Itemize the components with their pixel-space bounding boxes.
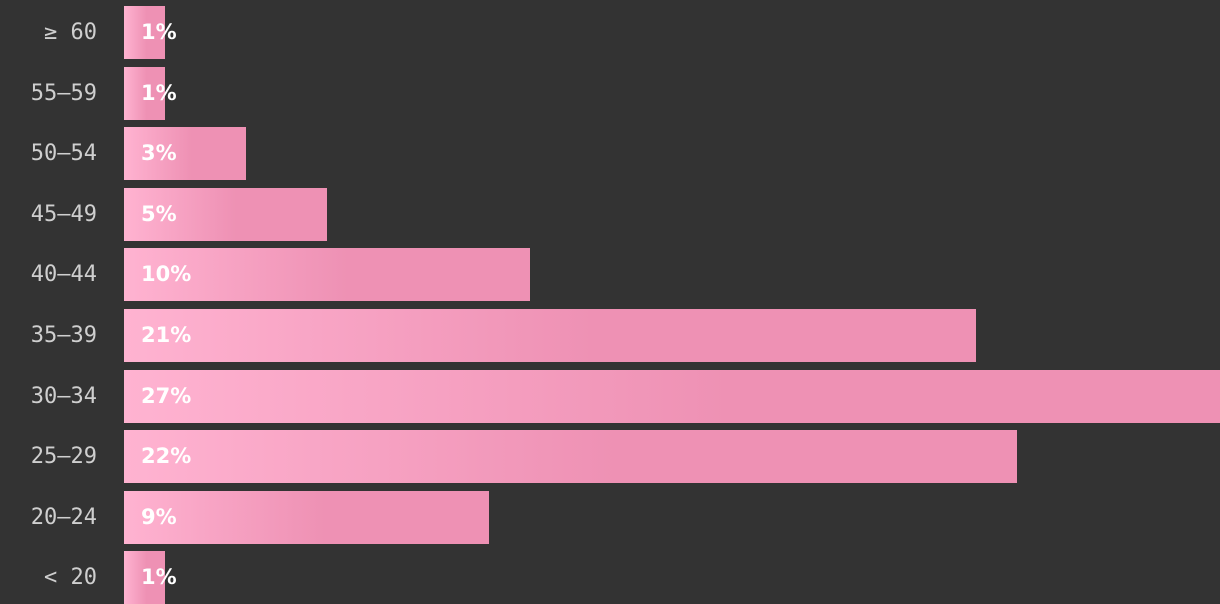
bar [124,309,976,362]
value-label: 10% [141,262,192,286]
value-label: 1% [141,20,177,44]
bar-row: ≥ 60 1% [0,6,1220,59]
category-label: ≥ 60 [44,20,97,45]
value-label: 21% [141,323,192,347]
bar-row: 40—44 10% [0,248,1220,301]
value-label: 27% [141,384,192,408]
category-label: 50—54 [30,141,97,166]
bar-row: < 20 1% [0,551,1220,604]
value-label: 1% [141,565,177,589]
category-label: 35—39 [30,323,97,348]
value-label: 22% [141,444,192,468]
value-label: 1% [141,81,177,105]
bar-row: 35—39 21% [0,309,1220,362]
value-label: 5% [141,202,177,226]
bar [124,67,165,120]
bar-row: 50—54 3% [0,127,1220,180]
bar-row: 20—24 9% [0,491,1220,544]
bar [124,6,165,59]
category-label: 20—24 [30,505,97,530]
bar-row: 45—49 5% [0,188,1220,241]
bar [124,127,246,180]
bar [124,370,1220,423]
category-label: < 20 [44,565,97,590]
category-label: 45—49 [30,202,97,227]
category-label: 40—44 [30,262,97,287]
bar [124,551,165,604]
bar-row: 55—59 1% [0,67,1220,120]
category-label: 30—34 [30,384,97,409]
value-label: 9% [141,505,177,529]
bar-row: 25—29 22% [0,430,1220,483]
bar [124,188,327,241]
bar [124,248,530,301]
value-label: 3% [141,141,177,165]
category-label: 25—29 [30,444,97,469]
category-label: 55—59 [30,81,97,106]
bar [124,430,1017,483]
bar-row: 30—34 27% [0,370,1220,423]
bar [124,491,489,544]
